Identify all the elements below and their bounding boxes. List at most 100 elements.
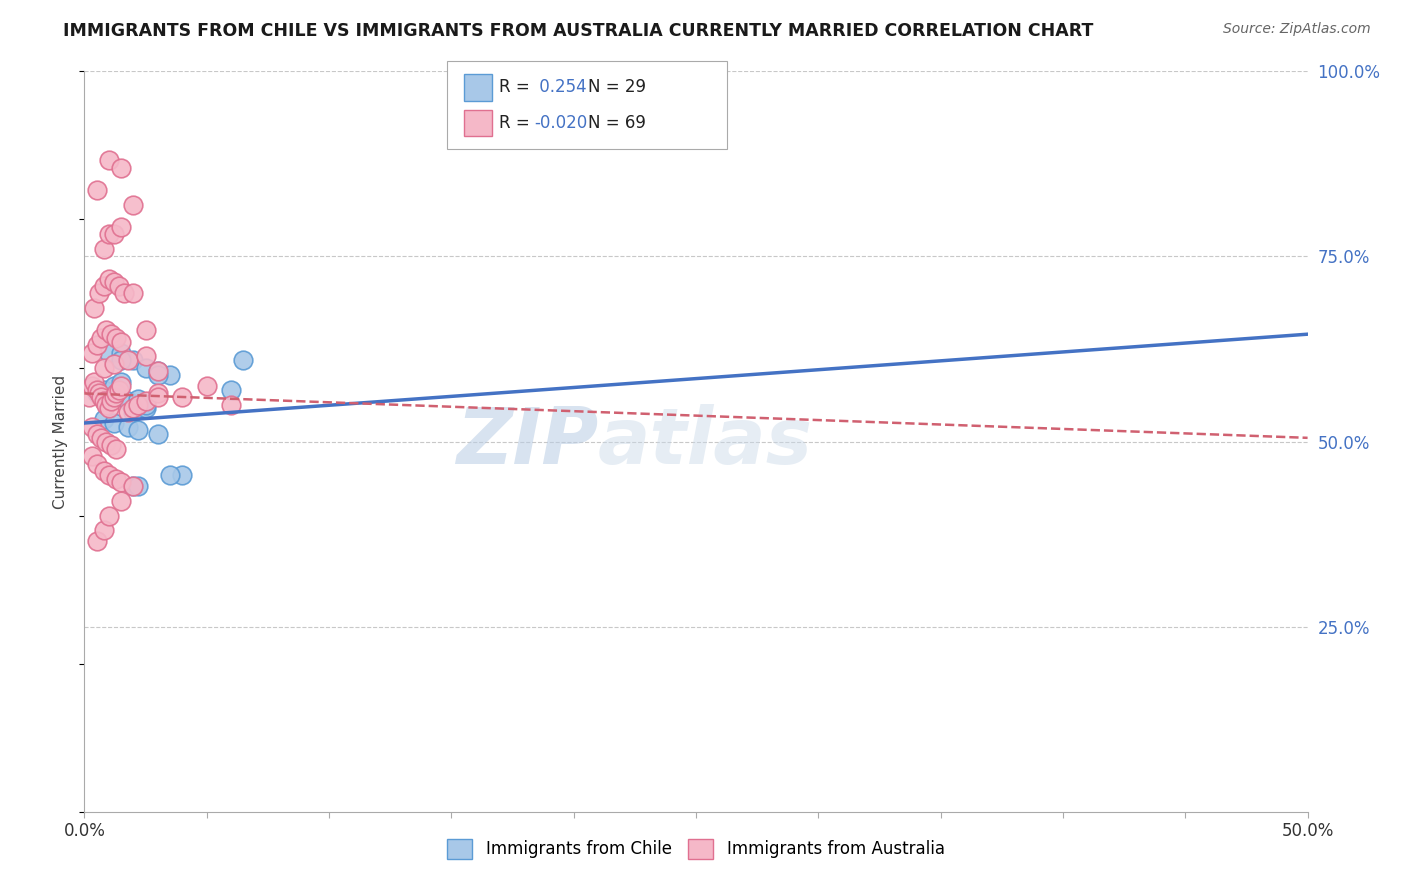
Point [86, 338, 108, 352]
Point [146, 368, 169, 382]
Point [135, 324, 157, 338]
Point [110, 334, 132, 349]
Point [86, 183, 108, 197]
Point [122, 479, 145, 493]
Point [87, 386, 110, 401]
Point [127, 392, 149, 406]
Point [97, 271, 120, 285]
Point [90, 390, 112, 404]
Point [97, 390, 120, 404]
Point [135, 360, 157, 375]
Point [97, 508, 120, 523]
Point [146, 386, 169, 401]
Text: ZIP: ZIP [456, 403, 598, 480]
Point [110, 493, 132, 508]
Point [122, 401, 145, 416]
Point [80, 450, 103, 464]
Point [122, 197, 145, 211]
Point [135, 401, 157, 416]
Point [93, 393, 115, 408]
Point [107, 383, 129, 397]
Point [110, 376, 132, 390]
Point [146, 427, 169, 442]
Point [122, 405, 145, 419]
Point [83, 376, 105, 390]
Point [93, 412, 115, 426]
Point [127, 424, 149, 438]
Point [87, 286, 110, 301]
Point [219, 398, 242, 412]
Point [110, 475, 132, 490]
Point [97, 153, 120, 168]
Point [105, 442, 128, 456]
Point [103, 416, 125, 430]
Text: R =: R = [499, 114, 536, 132]
Text: N = 69: N = 69 [588, 114, 645, 132]
Point [100, 327, 122, 342]
Point [97, 467, 120, 482]
Point [105, 331, 128, 345]
Point [122, 286, 145, 301]
Point [127, 398, 149, 412]
Point [77, 390, 100, 404]
Text: 0.254: 0.254 [534, 78, 586, 96]
Text: N = 29: N = 29 [588, 78, 645, 96]
Point [96, 398, 118, 412]
Point [90, 431, 112, 445]
Point [117, 353, 139, 368]
Point [86, 457, 108, 471]
Point [103, 276, 125, 290]
Point [80, 419, 103, 434]
Point [110, 353, 132, 368]
Text: IMMIGRANTS FROM CHILE VS IMMIGRANTS FROM AUSTRALIA CURRENTLY MARRIED CORRELATION: IMMIGRANTS FROM CHILE VS IMMIGRANTS FROM… [63, 22, 1094, 40]
Point [93, 464, 115, 478]
Point [146, 364, 169, 378]
Point [86, 427, 108, 442]
Point [117, 405, 139, 419]
Point [117, 393, 139, 408]
Point [80, 379, 103, 393]
Point [110, 345, 132, 359]
Point [159, 368, 181, 382]
Point [93, 242, 115, 256]
Point [127, 479, 149, 493]
Point [135, 350, 157, 364]
Text: Source: ZipAtlas.com: Source: ZipAtlas.com [1223, 22, 1371, 37]
Point [96, 324, 118, 338]
Text: -0.020: -0.020 [534, 114, 588, 132]
Point [93, 360, 115, 375]
Point [159, 467, 181, 482]
Point [195, 379, 218, 393]
Point [110, 379, 132, 393]
Point [80, 345, 103, 359]
Y-axis label: Currently Married: Currently Married [53, 375, 69, 508]
Point [97, 345, 120, 359]
Point [105, 471, 128, 485]
Point [135, 398, 157, 412]
Point [93, 524, 115, 538]
Point [86, 386, 108, 401]
Point [232, 353, 254, 368]
Point [122, 479, 145, 493]
Legend: Immigrants from Chile, Immigrants from Australia: Immigrants from Chile, Immigrants from A… [447, 838, 945, 859]
Point [103, 227, 125, 242]
Point [103, 390, 125, 404]
Point [86, 534, 108, 549]
Point [96, 434, 118, 449]
Point [146, 364, 169, 378]
Point [97, 401, 120, 416]
Point [172, 390, 194, 404]
Point [117, 419, 139, 434]
Point [103, 357, 125, 371]
Point [172, 467, 194, 482]
Point [90, 331, 112, 345]
Point [110, 161, 132, 175]
Point [112, 286, 135, 301]
Text: R =: R = [499, 78, 536, 96]
Point [110, 219, 132, 234]
Point [122, 353, 145, 368]
Point [93, 279, 115, 293]
Point [219, 383, 242, 397]
Point [100, 393, 122, 408]
Point [93, 383, 115, 397]
